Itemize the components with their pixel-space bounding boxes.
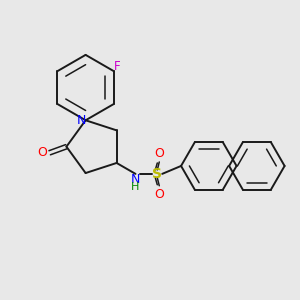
Text: S: S bbox=[152, 167, 162, 181]
Text: F: F bbox=[114, 60, 120, 73]
Text: O: O bbox=[154, 188, 164, 201]
Text: H: H bbox=[131, 182, 140, 192]
Text: N: N bbox=[131, 173, 140, 186]
Text: O: O bbox=[154, 147, 164, 160]
Text: N: N bbox=[77, 114, 86, 127]
Text: O: O bbox=[37, 146, 47, 159]
